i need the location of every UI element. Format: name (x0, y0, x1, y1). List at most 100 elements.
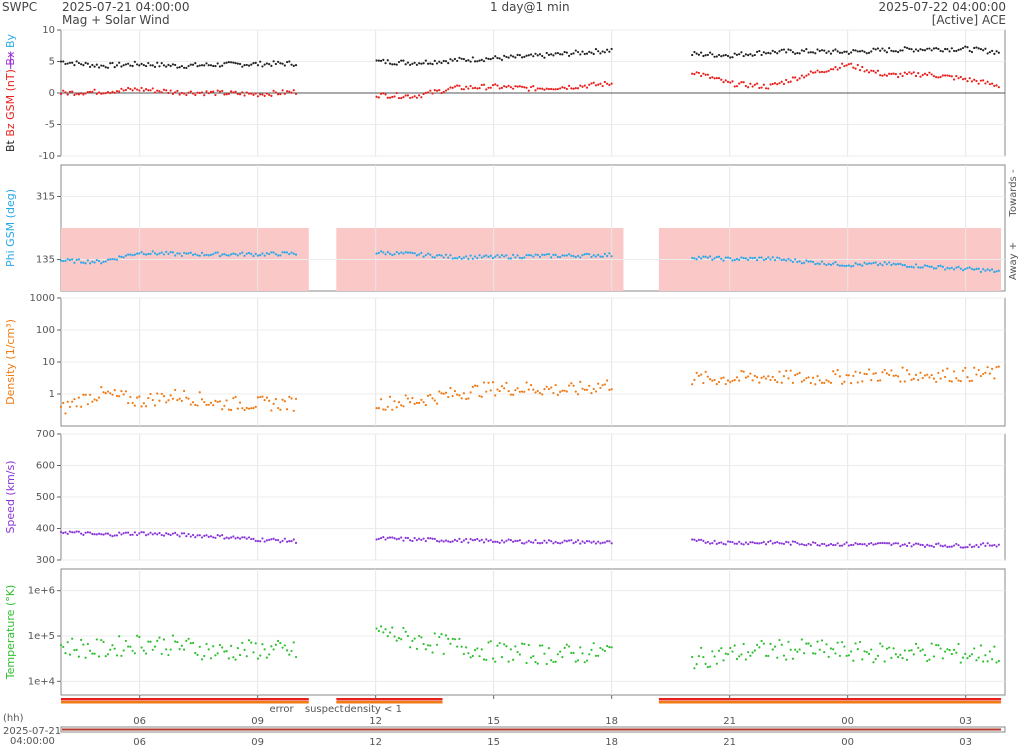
point-0-0-143 (379, 59, 383, 62)
point-2-0-243 (603, 383, 606, 386)
point-1-0-384 (919, 266, 922, 269)
point-3-0-216 (543, 539, 546, 542)
point-0-1-31 (129, 87, 132, 91)
point-0-1-73 (223, 93, 226, 96)
point-4-0-84 (247, 639, 251, 642)
point-1-0-155 (406, 251, 410, 254)
point-4-0-188 (480, 648, 483, 651)
point-4-0-23 (111, 644, 114, 647)
point-0-1-28 (122, 89, 125, 92)
point-2-0-23 (111, 393, 114, 396)
status-label-suspect: suspect (305, 704, 344, 715)
point-1-0-172 (444, 253, 448, 256)
point-2-0-290 (708, 378, 712, 381)
point-4-0-411 (979, 644, 983, 647)
point-2-0-94 (270, 409, 273, 412)
point-2-0-388 (928, 376, 931, 379)
point-3-0-412 (982, 542, 985, 545)
point-0-1-237 (590, 82, 593, 85)
point-3-0-152 (400, 536, 403, 539)
point-4-0-212 (534, 660, 537, 664)
point-0-1-347 (836, 68, 839, 71)
point-2-0-193 (491, 381, 495, 384)
point-2-0-12 (86, 403, 89, 406)
point-4-0-150 (395, 639, 398, 642)
point-0-0-44 (158, 65, 161, 68)
point-1-0-193 (491, 256, 495, 260)
point-2-0-86 (252, 406, 255, 410)
point-3-0-170 (440, 539, 443, 542)
point-0-0-324 (785, 51, 788, 54)
point-4-0-208 (525, 661, 528, 665)
point-1-0-360 (865, 262, 868, 266)
point-0-0-363 (872, 47, 875, 50)
point-3-0-294 (717, 541, 721, 545)
point-3-0-299 (729, 540, 732, 543)
point-0-0-400 (955, 49, 958, 53)
point-0-0-326 (789, 49, 792, 52)
ytick-label-0-1: 5 (49, 57, 55, 68)
point-4-0-31 (129, 645, 132, 648)
point-3-0-161 (420, 538, 423, 542)
point-0-0-81 (241, 65, 244, 68)
point-0-0-371 (890, 49, 893, 52)
point-0-1-401 (957, 77, 960, 80)
point-4-0-63 (200, 658, 204, 661)
point-2-0-41 (151, 398, 154, 402)
point-4-0-213 (536, 662, 539, 665)
point-2-0-336 (811, 376, 815, 379)
ytick-label-4-0: 1e+6 (28, 586, 55, 597)
status-error-seg-0 (61, 698, 309, 701)
point-3-0-166 (431, 537, 434, 540)
point-3-0-73 (223, 537, 226, 540)
point-3-0-4 (68, 530, 72, 533)
point-0-1-382 (914, 74, 918, 78)
point-2-0-342 (825, 379, 828, 382)
point-0-0-228 (570, 52, 573, 56)
point-0-0-372 (892, 50, 895, 53)
point-2-0-333 (805, 377, 808, 380)
point-0-0-180 (462, 57, 465, 61)
point-0-1-359 (863, 70, 866, 73)
point-0-1-337 (814, 71, 817, 74)
point-0-0-287 (702, 54, 705, 58)
point-3-0-85 (250, 537, 253, 541)
point-0-1-412 (982, 79, 985, 82)
point-0-1-386 (923, 72, 927, 75)
point-1-0-357 (858, 263, 862, 266)
point-0-0-148 (391, 63, 394, 66)
point-0-0-55 (183, 66, 186, 69)
point-3-0-245 (608, 540, 611, 543)
point-2-0-337 (814, 383, 817, 386)
point-4-0-33 (133, 652, 136, 655)
point-0-0-78 (234, 62, 237, 65)
point-0-0-79 (236, 62, 239, 65)
point-2-0-235 (585, 388, 589, 391)
point-0-0-407 (970, 50, 974, 54)
point-2-0-70 (216, 400, 219, 404)
point-3-0-7 (75, 530, 78, 533)
point-1-0-334 (807, 260, 810, 263)
point-0-0-37 (142, 63, 145, 67)
point-0-0-334 (807, 51, 810, 54)
point-0-1-64 (203, 94, 206, 97)
point-2-0-371 (890, 369, 893, 372)
point-3-0-372 (892, 542, 895, 545)
point-0-1-29 (124, 88, 128, 92)
ytick-label-2-3: 1 (49, 389, 55, 400)
point-0-1-198 (503, 85, 506, 88)
point-2-0-151 (397, 401, 401, 404)
status-density-seg-2 (658, 701, 1002, 704)
point-4-0-28 (122, 649, 125, 652)
point-0-0-390 (932, 47, 936, 50)
point-4-0-185 (473, 648, 477, 652)
point-1-0-345 (832, 262, 835, 265)
point-0-0-220 (552, 54, 555, 57)
point-0-1-190 (485, 88, 488, 91)
point-4-0-15 (93, 652, 96, 655)
point-0-1-81 (241, 91, 244, 94)
status-density-seg-1 (336, 701, 443, 704)
point-3-0-315 (764, 543, 768, 546)
point-2-0-24 (113, 388, 116, 392)
point-0-0-238 (592, 52, 595, 56)
